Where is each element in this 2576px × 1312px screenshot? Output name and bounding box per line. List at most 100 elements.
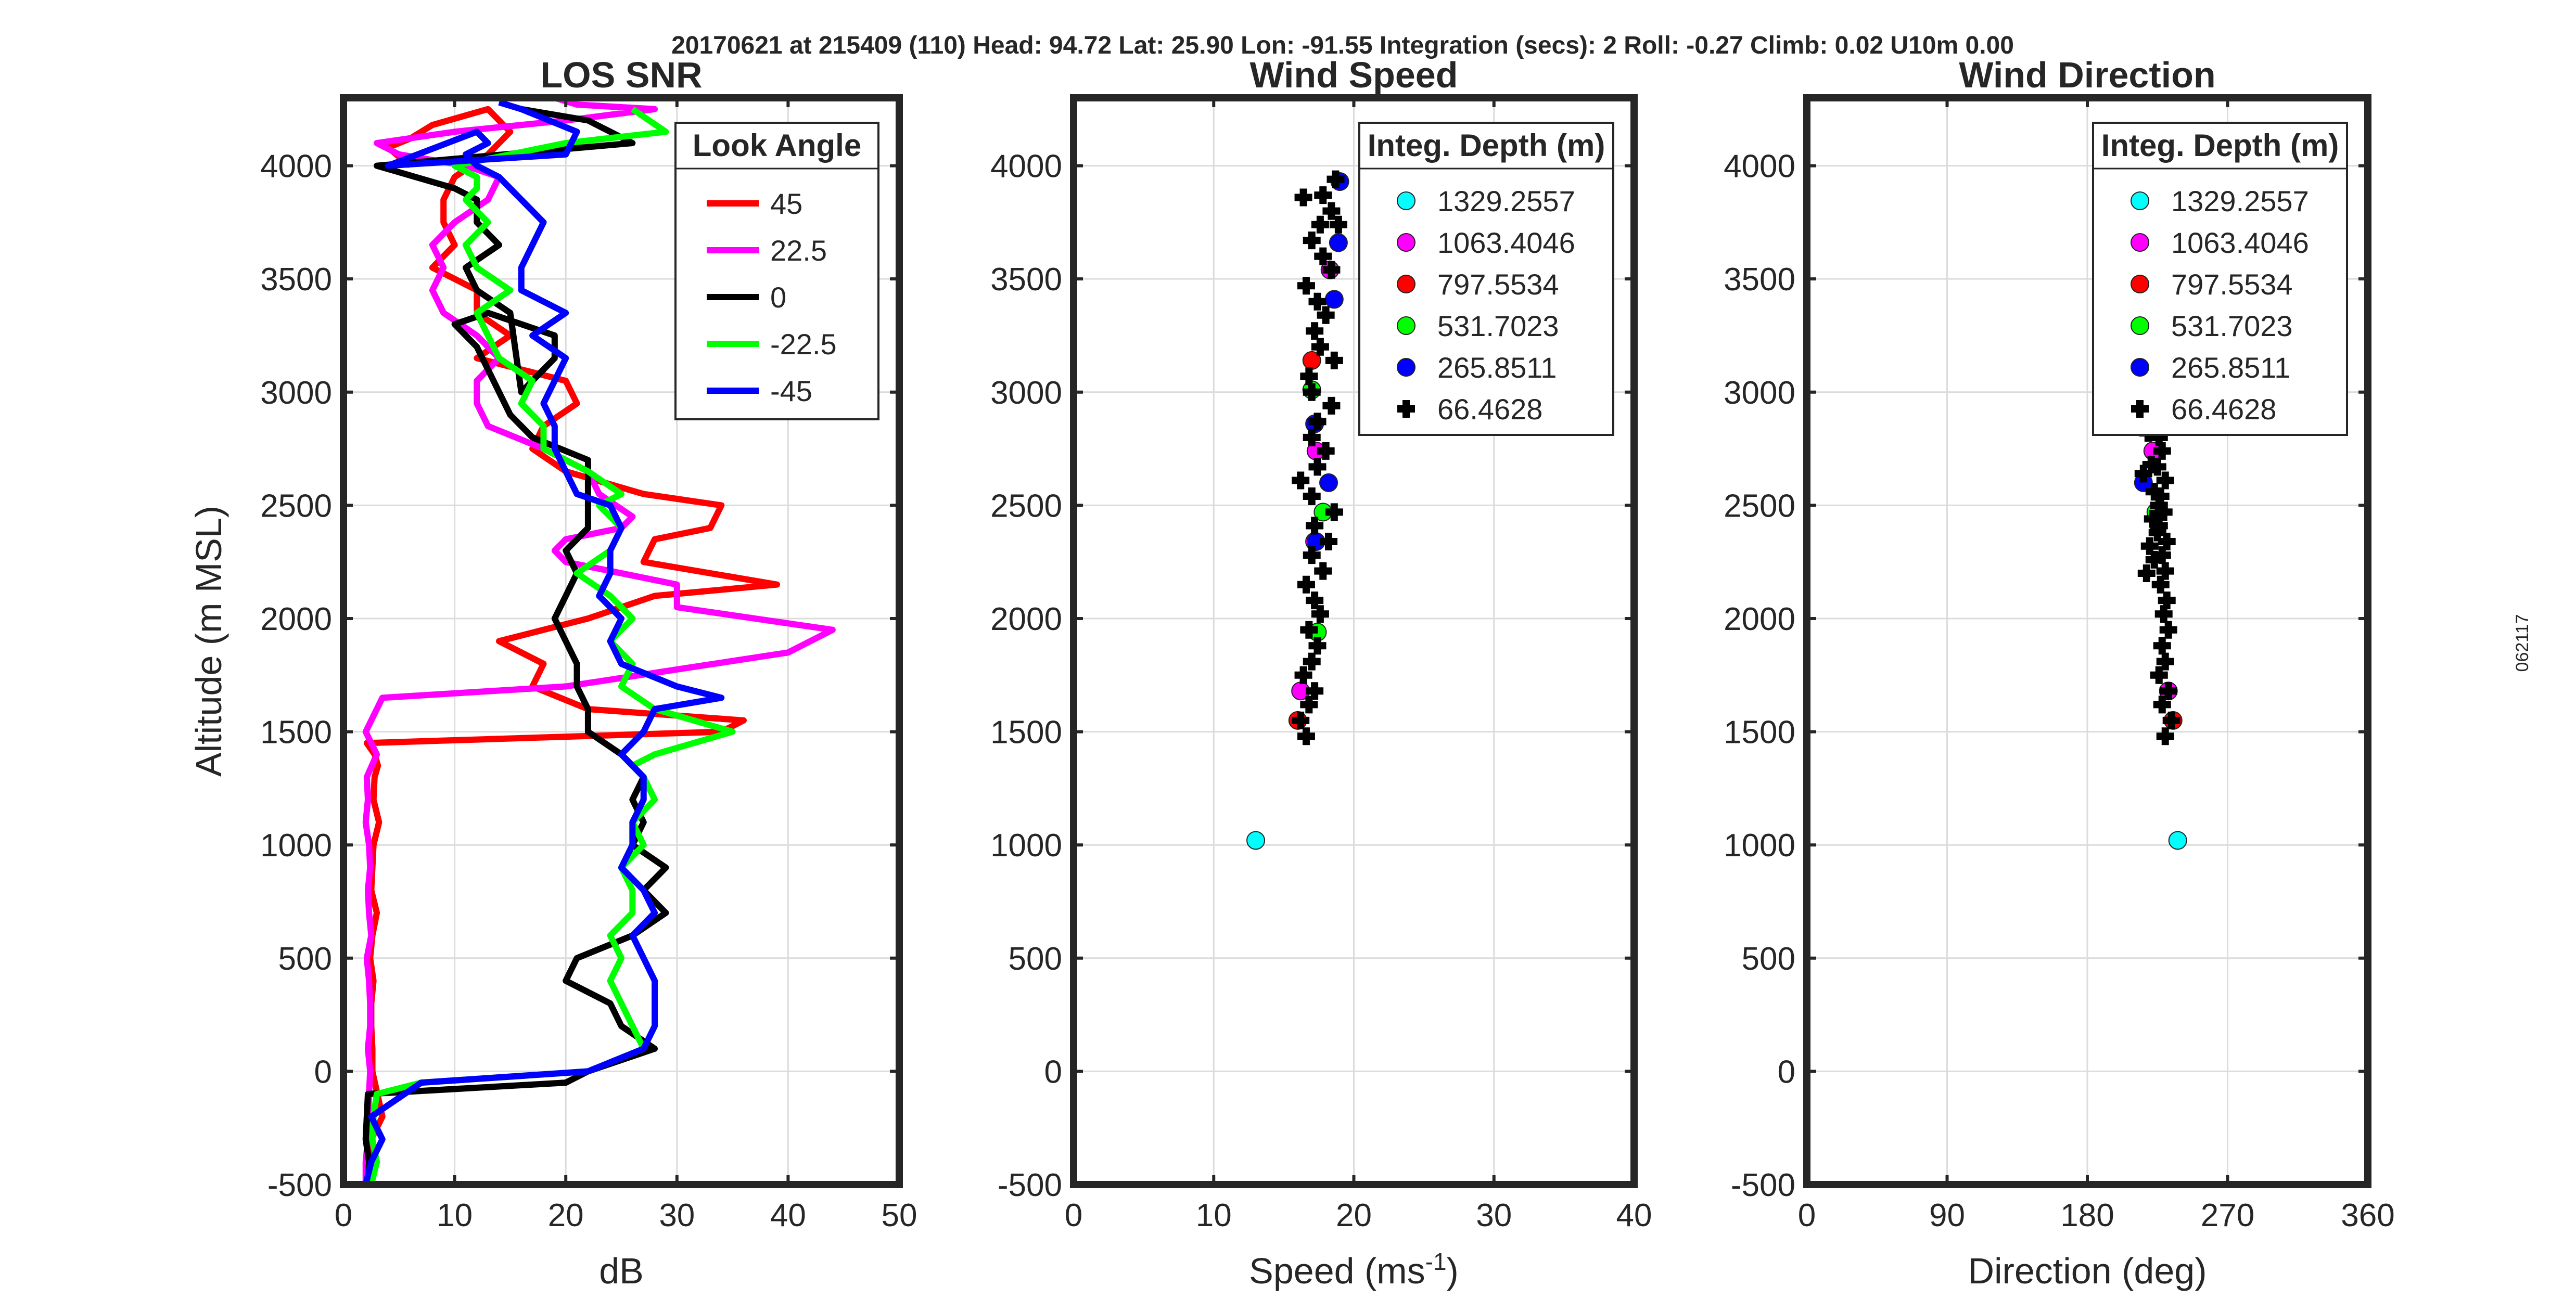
data-point-66-4628 xyxy=(1300,696,1318,714)
x-tick-label: 40 xyxy=(770,1198,806,1233)
data-point-66-4628 xyxy=(1322,396,1341,415)
data-point-1329-2557 xyxy=(2168,831,2187,850)
y-tick-label: 0 xyxy=(314,1054,332,1090)
data-point-66-4628 xyxy=(2162,711,2180,729)
x-tick-label: 0 xyxy=(1065,1198,1082,1233)
data-point-66-4628 xyxy=(1303,383,1321,401)
legend-box xyxy=(674,122,879,420)
legend: Integ. Depth (m) 1329.2557 1063.4046 797.55… xyxy=(1358,122,1614,436)
data-point-66-4628 xyxy=(2148,523,2166,542)
legend-swatch-1063-4046 xyxy=(1397,233,1415,252)
data-point-66-4628 xyxy=(2137,564,2156,582)
data-point-265-8511 xyxy=(1319,473,1338,492)
y-tick-label: 2000 xyxy=(990,601,1062,637)
legend-title: Integ. Depth (m) xyxy=(1368,128,1605,163)
data-point-66-4628 xyxy=(1303,231,1321,250)
x-axis-label: Speed (ms-1) xyxy=(1249,1248,1459,1291)
legend-label-66-4628: 66.4628 xyxy=(1437,393,1542,426)
y-tick-label: 3000 xyxy=(260,375,332,411)
x-tick-label: 180 xyxy=(2060,1198,2114,1233)
x-tick-label: 10 xyxy=(437,1198,473,1233)
data-point-66-4628 xyxy=(2145,483,2163,501)
panel-title: Wind Direction xyxy=(1959,55,2215,95)
legend-swatch-531-7023 xyxy=(2131,316,2149,335)
data-point-66-4628 xyxy=(1303,487,1321,505)
x-tick-label: 90 xyxy=(1929,1198,1965,1233)
legend-label-22-5: 22.5 xyxy=(770,234,827,267)
x-tick-label: 30 xyxy=(659,1198,695,1233)
data-point-265-8511 xyxy=(1324,290,1344,309)
legend-label-22-5: -22.5 xyxy=(770,328,837,361)
data-point-66-4628 xyxy=(1308,458,1327,476)
legend-label-1329-2557: 1329.2557 xyxy=(1437,185,1575,217)
legend-label-265-8511: 265.8511 xyxy=(1437,351,1557,384)
y-tick-label: 4000 xyxy=(1724,149,1795,185)
data-point-66-4628 xyxy=(2158,533,2176,551)
data-point-66-4628 xyxy=(2145,550,2163,569)
data-point-66-4628 xyxy=(2150,496,2168,514)
x-axis-label: dB xyxy=(599,1251,644,1291)
y-tick-label: 500 xyxy=(1009,941,1062,977)
legend-title: Integ. Depth (m) xyxy=(2101,128,2339,163)
legend-swatch-797-5534 xyxy=(1397,275,1415,293)
data-point-66-4628 xyxy=(1308,292,1327,311)
legend: Look Angle 45 22.5 0 -22.5 -45 xyxy=(674,122,879,420)
x-tick-label: 20 xyxy=(548,1198,584,1233)
x-tick-label: 360 xyxy=(2341,1198,2394,1233)
x-tick-label: 270 xyxy=(2201,1198,2254,1233)
data-point-66-4628 xyxy=(1311,605,1329,623)
y-tick-label: 1500 xyxy=(260,715,332,751)
x-tick-label: 0 xyxy=(1798,1198,1816,1233)
y-tick-label: 2500 xyxy=(990,488,1062,524)
data-point-66-4628 xyxy=(1311,215,1329,234)
data-point-66-4628 xyxy=(2156,652,2174,671)
data-point-66-4628 xyxy=(1292,711,1310,729)
data-point-66-4628 xyxy=(1311,338,1329,356)
data-point-66-4628 xyxy=(1314,186,1332,204)
legend-label-797-5534: 797.5534 xyxy=(1437,268,1559,301)
legend-swatch-265-8511 xyxy=(2131,358,2149,377)
data-point-66-4628 xyxy=(2140,537,2159,555)
data-point-66-4628 xyxy=(2150,666,2168,684)
data-point-66-4628 xyxy=(1303,652,1321,671)
y-tick-label: 3500 xyxy=(260,262,332,298)
series-line-45 xyxy=(362,99,725,1185)
data-point-66-4628 xyxy=(1325,351,1343,369)
data-point-66-4628 xyxy=(1294,666,1312,684)
data-point-66-4628 xyxy=(2134,465,2152,483)
x-tick-label: 50 xyxy=(882,1198,917,1233)
y-tick-label: 1500 xyxy=(990,715,1062,751)
data-point-66-4628 xyxy=(1308,637,1327,655)
legend-label-0: 0 xyxy=(770,281,786,314)
data-point-66-4628 xyxy=(1317,306,1335,324)
data-layer xyxy=(2131,383,2187,850)
y-tick-label: 2500 xyxy=(1724,488,1795,524)
y-tick-label: 4000 xyxy=(990,149,1062,185)
y-tick-label: 1000 xyxy=(260,828,332,864)
data-point-66-4628 xyxy=(1300,621,1318,639)
data-point-66-4628 xyxy=(1317,442,1335,460)
y-tick-label: 1000 xyxy=(990,828,1062,864)
legend-swatch-1063-4046 xyxy=(2131,233,2149,252)
data-point-66-4628 xyxy=(1306,517,1324,535)
data-point-66-4628 xyxy=(2156,562,2174,580)
data-point-66-4628 xyxy=(1320,533,1338,551)
y-tick-label: 2000 xyxy=(1724,601,1795,637)
y-tick-label: 3500 xyxy=(990,262,1062,298)
legend-label-531-7023: 531.7023 xyxy=(2171,310,2293,342)
panel-title: LOS SNR xyxy=(540,55,702,95)
legend-swatch-531-7023 xyxy=(1397,316,1415,335)
data-point-66-4628 xyxy=(1314,562,1332,580)
legend-label-45: 45 xyxy=(770,187,802,220)
legend-swatch-1329-2557 xyxy=(1397,191,1415,210)
data-point-66-4628 xyxy=(1329,215,1347,234)
data-point-66-4628 xyxy=(1306,322,1324,340)
legend-label-1329-2557: 1329.2557 xyxy=(2171,185,2309,217)
x-tick-label: 10 xyxy=(1196,1198,1232,1233)
legend-label-1063-4046: 1063.4046 xyxy=(1437,226,1575,259)
data-point-66-4628 xyxy=(1314,247,1332,265)
legend-label-531-7023: 531.7023 xyxy=(1437,310,1559,342)
data-point-66-4628 xyxy=(1308,413,1327,431)
data-layer xyxy=(362,98,836,1185)
data-layer xyxy=(1246,170,1349,850)
